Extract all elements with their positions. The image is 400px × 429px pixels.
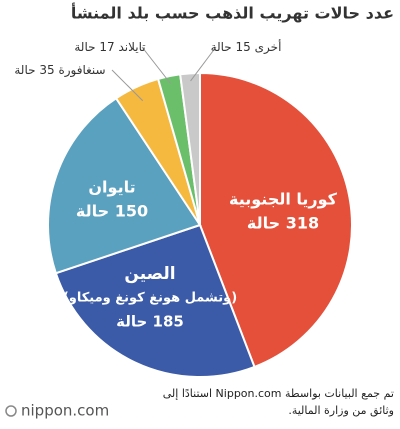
- slice-label: كوريا الجنوبية: [229, 190, 338, 209]
- leader-line: [111, 69, 144, 102]
- data-label: 17 حالة: [74, 40, 114, 54]
- leader-line: [141, 46, 171, 84]
- slice-label: سنغافورة 35 حالة: [14, 63, 105, 78]
- source-line: تم جمع البيانات بواسطة Nippon.com استناد…: [163, 387, 394, 400]
- data-label: 35 حالة: [14, 63, 54, 77]
- pie-slice: [47, 96, 202, 275]
- category-label: سنغافورة: [58, 63, 105, 78]
- category-label: تايلاند: [118, 40, 145, 54]
- pie-slice: [54, 223, 256, 378]
- slice-label: تايوان: [88, 178, 135, 197]
- slice-label: (وتشمل هونغ كونغ وميكاو): [63, 291, 237, 306]
- slice-label: تايلاند 17 حالة: [74, 40, 145, 54]
- logo-icon: [5, 405, 17, 417]
- pie-slice: [179, 71, 201, 226]
- logo: nippon.com: [21, 402, 109, 420]
- data-label: 185 حالة: [116, 313, 184, 331]
- source-line: وثائق من وزارة المالية.: [288, 404, 394, 418]
- data-label: 15 حالة: [211, 40, 251, 54]
- pie-slice: [199, 71, 353, 369]
- data-label: 150 حالة: [76, 202, 148, 221]
- leader-line: [190, 46, 217, 82]
- data-label: 318 حالة: [247, 214, 319, 233]
- category-label: أخرى: [255, 39, 282, 55]
- slice-label: الصين: [124, 264, 175, 284]
- chart-title: عدد حالات تهريب الذهب حسب بلد المنشأ: [71, 3, 394, 23]
- slice-label: أخرى 15 حالة: [211, 39, 282, 55]
